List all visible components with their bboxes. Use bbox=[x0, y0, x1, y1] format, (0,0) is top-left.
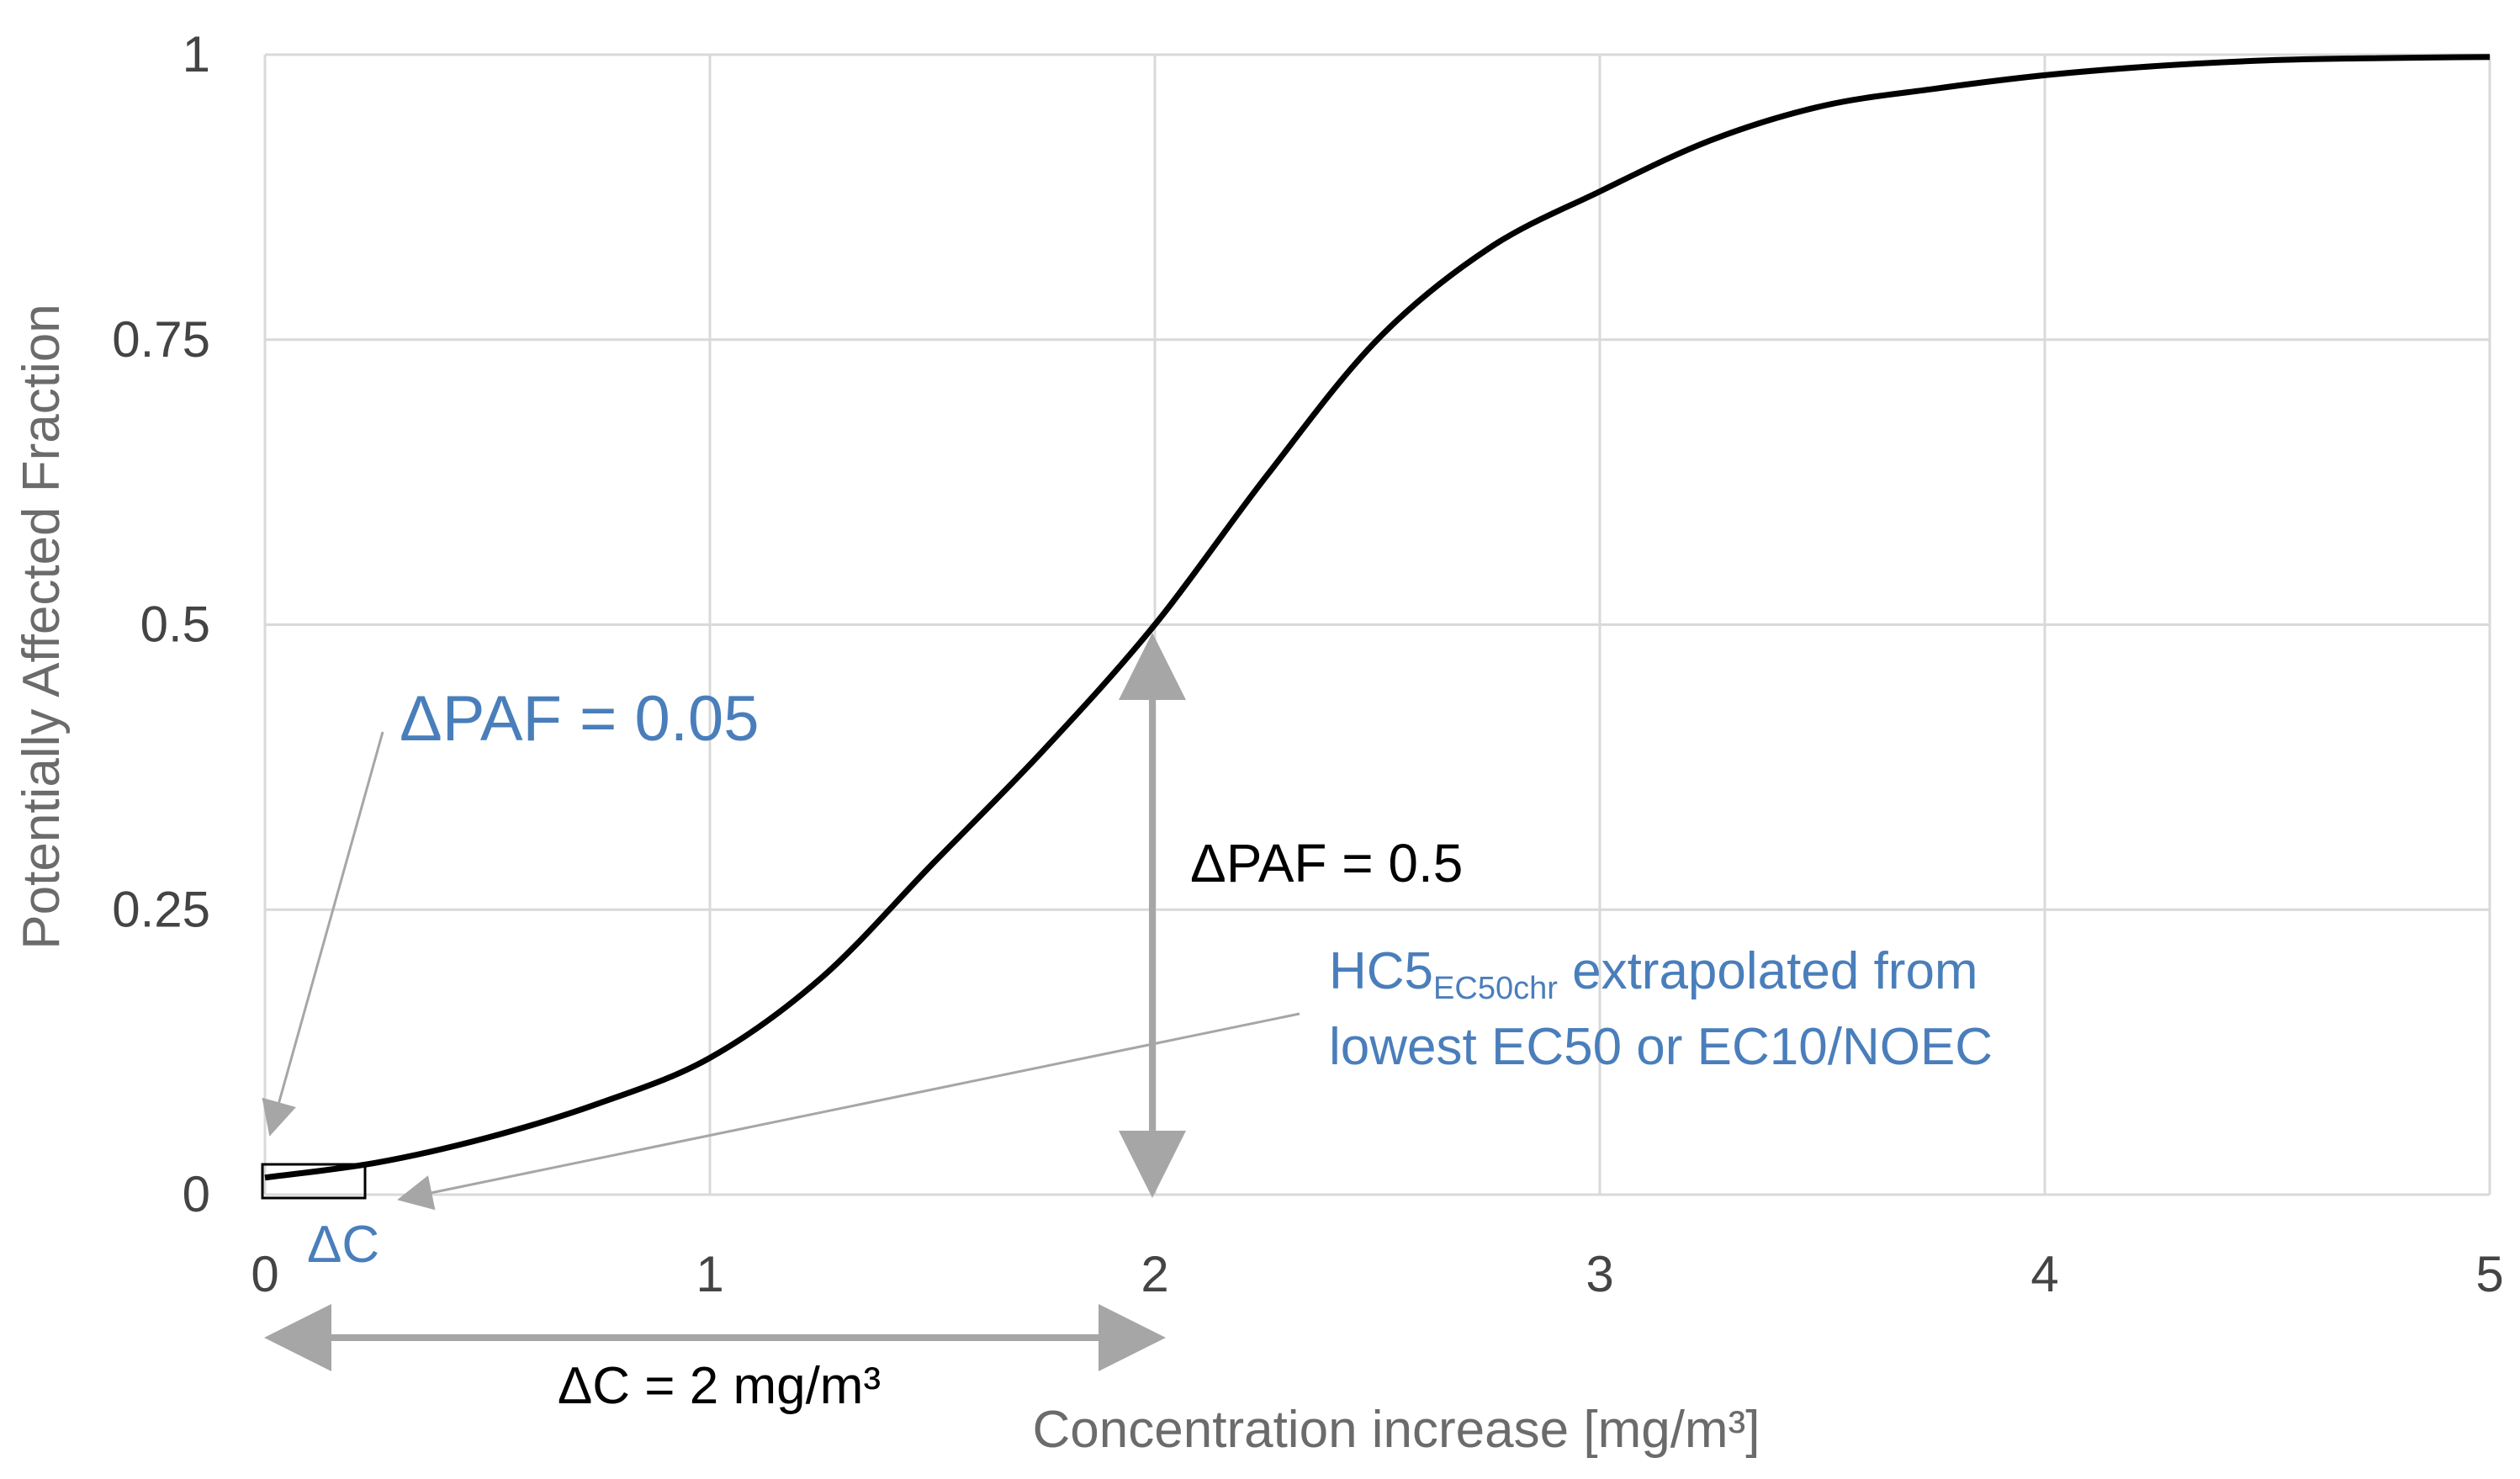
paf-curve-line bbox=[264, 54, 2491, 1181]
delta-c-box bbox=[261, 1163, 367, 1200]
hc5-line1-rest: extrapolated from bbox=[1558, 942, 1978, 1000]
x-axis-ticks: 0 1 2 3 4 5 bbox=[251, 1246, 2503, 1302]
delta-c-large-label: ΔC = 2 mg/m³ bbox=[558, 1357, 881, 1415]
dpaf-small-label: ΔPAF = 0.05 bbox=[400, 683, 759, 755]
hc5-label-line1: HC5EC50chr extrapolated from bbox=[1329, 942, 1978, 1006]
x-tick-label: 2 bbox=[1141, 1246, 1168, 1302]
y-axis-title: Potentially Affected Fraction bbox=[13, 304, 71, 949]
x-tick-label: 4 bbox=[2030, 1246, 2058, 1302]
x-tick-label: 5 bbox=[2475, 1246, 2503, 1302]
x-axis-title: Concentration increase [mg/m³] bbox=[1033, 1401, 1760, 1459]
dpaf-large-label: ΔPAF = 0.5 bbox=[1190, 833, 1463, 893]
y-axis-ticks: 0 0.25 0.5 0.75 1 bbox=[112, 26, 210, 1222]
hc5-arrow bbox=[397, 1012, 1300, 1211]
y-tick-label: 0.5 bbox=[140, 596, 210, 653]
hc5-label-line2: lowest EC50 or EC10/NOEC bbox=[1329, 1018, 1993, 1076]
y-tick-label: 0.75 bbox=[112, 311, 210, 368]
x-tick-label: 1 bbox=[696, 1246, 723, 1302]
dpaf-small-arrow bbox=[262, 731, 384, 1137]
y-tick-label: 0 bbox=[183, 1166, 210, 1222]
x-tick-label: 3 bbox=[1586, 1246, 1613, 1302]
y-tick-label: 1 bbox=[183, 26, 210, 82]
hc5-subscript: EC50chr bbox=[1433, 971, 1558, 1006]
delta-c-small-label: ΔC bbox=[307, 1216, 379, 1274]
y-tick-label: 0.25 bbox=[112, 881, 210, 937]
x-tick-label: 0 bbox=[251, 1246, 278, 1302]
hc5-prefix: HC5 bbox=[1329, 942, 1433, 1000]
